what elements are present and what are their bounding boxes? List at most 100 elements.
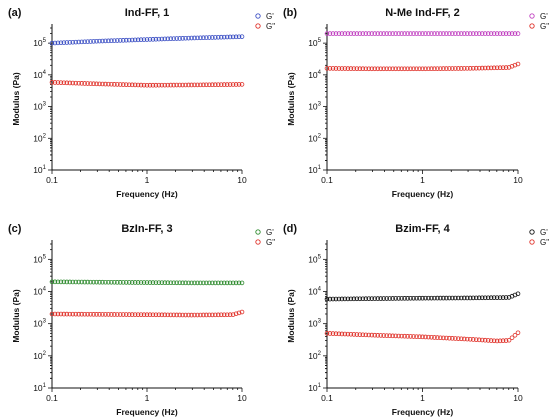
data-point (500, 295, 506, 300)
data-point (76, 279, 82, 285)
data-point (212, 280, 218, 286)
data-point (153, 280, 159, 285)
data-point (135, 312, 141, 317)
data-point (345, 331, 351, 337)
data-point (429, 334, 434, 340)
data-point (381, 296, 387, 301)
data-point (141, 280, 147, 285)
data-point (58, 40, 64, 46)
y-tick-label: 102 (33, 133, 46, 143)
data-point (402, 333, 407, 339)
data-point (180, 36, 185, 41)
data-point (76, 311, 82, 317)
data-point (230, 312, 236, 317)
data-point (378, 66, 384, 72)
data-point (76, 39, 82, 45)
data-point (165, 280, 171, 286)
data-point (236, 310, 242, 316)
data-point (192, 312, 197, 318)
y-tick-label: 105 (308, 254, 321, 264)
data-point (363, 66, 369, 72)
data-point (497, 65, 503, 71)
data-point (408, 31, 413, 36)
y-tick-label: 101 (308, 383, 321, 393)
data-point (506, 65, 512, 70)
legend-label: G" (540, 238, 549, 247)
data-point (115, 38, 120, 43)
data-point (147, 82, 153, 88)
data-point (183, 82, 188, 88)
data-point (384, 333, 389, 338)
data-point (210, 280, 215, 286)
data-point (120, 38, 126, 43)
data-point (147, 312, 153, 318)
y-tick-label: 102 (33, 351, 46, 361)
data-point (153, 82, 159, 88)
data-point (100, 279, 105, 285)
data-point (55, 311, 61, 317)
data-point (330, 296, 336, 302)
data-point (444, 295, 449, 301)
legend-marker (255, 239, 261, 245)
x-tick-label: 10 (237, 175, 247, 185)
data-point (473, 295, 479, 301)
legend-marker (255, 13, 261, 19)
data-point (168, 82, 174, 88)
data-point (174, 280, 179, 286)
y-tick-label: 101 (33, 383, 46, 393)
data-point (224, 280, 230, 286)
legend-marker (255, 229, 261, 235)
data-point (207, 82, 212, 88)
data-point (411, 295, 416, 301)
data-point (144, 37, 150, 42)
data-point (215, 35, 221, 40)
panel-letter: (c) (8, 223, 22, 235)
data-point (100, 81, 105, 87)
data-point (423, 31, 428, 36)
data-point (138, 280, 144, 285)
data-point (441, 31, 446, 36)
data-point (186, 280, 191, 286)
data-point (52, 40, 58, 46)
data-point (177, 36, 182, 41)
data-point (456, 295, 461, 301)
data-point (70, 311, 76, 317)
y-tick-label: 103 (33, 319, 46, 329)
data-point (354, 66, 360, 71)
data-point (147, 37, 153, 42)
data-point (444, 31, 449, 36)
data-point (393, 333, 398, 339)
data-point (67, 40, 73, 45)
data-point (390, 296, 395, 301)
data-point (375, 333, 381, 338)
data-point (426, 334, 431, 340)
data-point (183, 312, 188, 318)
data-point (420, 295, 425, 301)
legend-marker (529, 239, 535, 245)
data-point (117, 38, 123, 43)
data-point (324, 31, 330, 36)
data-point (55, 80, 61, 85)
data-point (390, 333, 395, 339)
data-point (399, 31, 404, 36)
data-point (330, 66, 336, 71)
data-point (360, 332, 366, 338)
data-point (360, 296, 366, 302)
data-point (180, 280, 185, 286)
data-point (324, 296, 330, 302)
data-point (351, 66, 357, 71)
data-point (168, 36, 174, 42)
axes (326, 24, 518, 171)
data-point (479, 295, 485, 301)
data-point (453, 295, 458, 301)
data-point (458, 31, 464, 36)
data-point (375, 66, 381, 72)
data-point (399, 296, 404, 301)
data-point (435, 31, 440, 36)
data-point (363, 31, 369, 36)
data-point (58, 279, 64, 285)
axes (51, 24, 242, 171)
data-point (512, 31, 518, 36)
data-point (387, 333, 392, 339)
data-point (503, 295, 509, 300)
